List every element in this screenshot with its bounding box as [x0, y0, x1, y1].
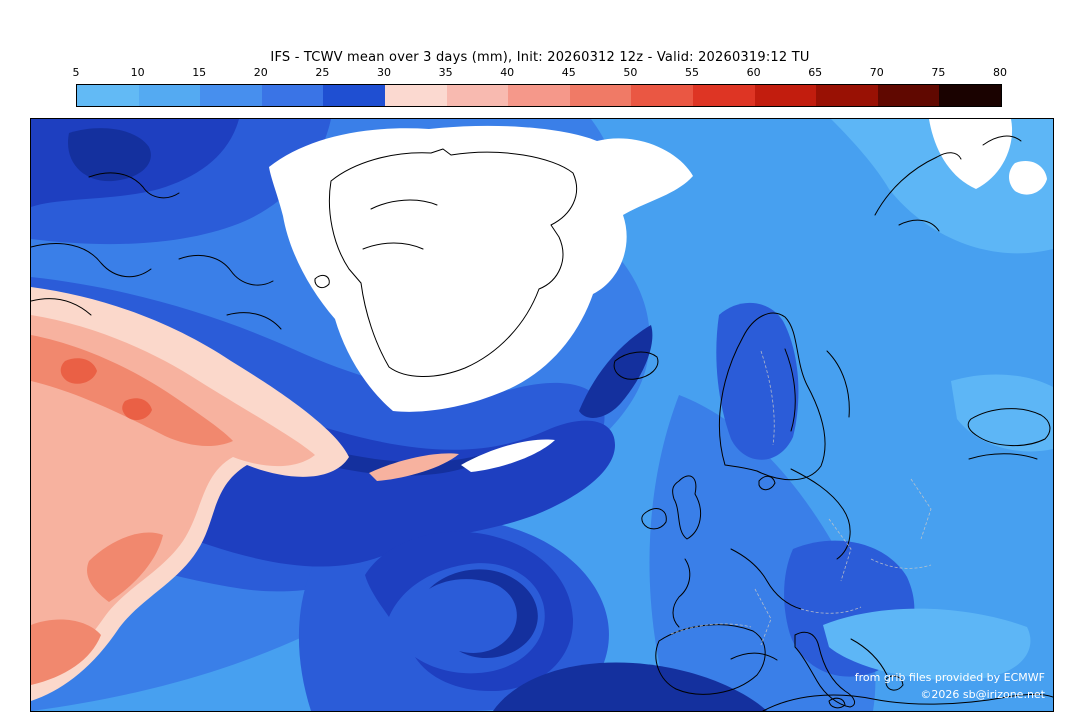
- field-pink-sliver: [369, 453, 459, 481]
- colorbar-tick-label: 75: [931, 66, 946, 79]
- coastline-north-sea: [730, 548, 802, 610]
- field-scandinavia-deep: [716, 302, 799, 460]
- field-blacksea-light: [951, 374, 1053, 452]
- coastline-iceland: [613, 351, 659, 380]
- credits: from grib files provided by ECMWF ©2026 …: [855, 669, 1045, 703]
- colorbar-segment: [877, 85, 940, 106]
- country-borders: [670, 350, 932, 646]
- coastline-adriatic: [850, 638, 888, 676]
- colorbar-tick-label: 15: [192, 66, 207, 79]
- map-title: IFS - TCWV mean over 3 days (mm), Init: …: [270, 50, 810, 65]
- colorbar-tick-label: 30: [376, 66, 391, 79]
- colorbar-segment: [816, 85, 878, 106]
- coastline-greenland-contour-1: [370, 199, 438, 210]
- border-6: [870, 558, 932, 569]
- field-pink-core-lower: [87, 532, 163, 602]
- border-4: [760, 350, 775, 446]
- coastline-france-south: [730, 652, 778, 661]
- border-1: [754, 588, 772, 646]
- field-bottom-arm-dark: [493, 662, 767, 711]
- colorbar-segment: [384, 85, 447, 106]
- colorbar-segment: [446, 85, 509, 106]
- colorbar-tick-label: 20: [253, 66, 268, 79]
- field-mediterranean-light: [823, 608, 1031, 681]
- colorbar-segments: [77, 85, 1001, 106]
- colorbar-tick-label: 70: [869, 66, 884, 79]
- field-red-spot-1: [60, 358, 97, 384]
- coastline-scandinavia: [718, 312, 826, 481]
- credits-line1: from grib files provided by ECMWF: [854, 670, 1045, 684]
- water-vapour-field: [31, 119, 1053, 711]
- credits-line2: ©2026 sb@irizone.net: [920, 687, 1045, 701]
- colorbar-segment: [939, 85, 1001, 106]
- coastline-canada-4: [226, 312, 282, 330]
- coastlines: [31, 135, 1053, 711]
- coastline-greenland: [328, 148, 578, 377]
- coastline-black-sea: [967, 408, 1051, 447]
- coastline-ireland: [641, 508, 667, 530]
- coastline-canada-3: [178, 255, 274, 286]
- coastline-north-africa: [762, 693, 1053, 711]
- coastline-uk: [672, 475, 702, 540]
- colorbar-segment: [200, 85, 262, 106]
- coastline-greece: [885, 675, 904, 691]
- colorbar-tick-label: 40: [500, 66, 515, 79]
- colorbar-segment: [754, 85, 817, 106]
- coastline-arctic-1: [874, 152, 962, 216]
- coastline-bothnia: [784, 348, 796, 432]
- colorbar-ticks: 5 10 15 20 25 30 35 40 45 50 55 60 65 70 75 80: [72, 66, 1008, 80]
- coastline-white-sea: [898, 219, 940, 232]
- field-white-sliver: [461, 439, 555, 472]
- field-greenland-dry: [269, 125, 693, 412]
- colorbar-tick-label: 65: [808, 66, 823, 79]
- colorbar-segment: [138, 85, 201, 106]
- coastline-sicily: [828, 697, 846, 709]
- colorbar-segment: [323, 85, 385, 106]
- colorbar-tick-label: 60: [746, 66, 761, 79]
- colorbar-segment: [77, 85, 139, 106]
- coastline-canada-5: [31, 298, 92, 316]
- coastline-canada-2: [88, 172, 180, 199]
- coastline-greenland-island: [314, 274, 330, 289]
- field-pink-core-bottomleft: [31, 619, 101, 685]
- colorbar-segment: [569, 85, 632, 106]
- map-panel: from grib files provided by ECMWF ©2026 …: [30, 118, 1054, 712]
- colorbar-segment: [631, 85, 693, 106]
- colorbar-tick-label: 55: [684, 66, 699, 79]
- field-topleft-dark: [68, 128, 151, 182]
- tcwv-map: [31, 119, 1053, 711]
- field-spiral-navy: [365, 531, 574, 692]
- colorbar: [76, 84, 1002, 107]
- colorbar-tick-label: 50: [623, 66, 638, 79]
- coastline-greenland-contour-2: [362, 242, 424, 250]
- border-2: [670, 623, 752, 635]
- coastline-iberia: [655, 624, 766, 695]
- coastline-italy: [794, 631, 856, 708]
- field-spiral-core-dark: [429, 569, 538, 659]
- coastline-anatolia: [968, 453, 1038, 460]
- colorbar-tick-label: 45: [561, 66, 576, 79]
- coastline-denmark: [758, 475, 776, 491]
- field-white-topright: [929, 119, 1013, 189]
- border-3: [828, 518, 852, 582]
- coastline-france-west: [672, 558, 691, 628]
- field-white-topright-small: [1009, 160, 1047, 195]
- colorbar-tick-label: 35: [438, 66, 453, 79]
- field-red-spot-2: [122, 398, 152, 421]
- coastline-novaya-zemlya: [982, 135, 1022, 146]
- border-7: [910, 478, 932, 540]
- colorbar-tick-label: 80: [993, 66, 1007, 79]
- colorbar-segment: [508, 85, 570, 106]
- border-5: [800, 606, 862, 614]
- colorbar-tick-label: 5: [72, 66, 80, 79]
- colorbar-tick-label: 10: [130, 66, 145, 79]
- colorbar-segment: [261, 85, 324, 106]
- colorbar-segment: [692, 85, 755, 106]
- colorbar-tick-label: 25: [315, 66, 330, 79]
- coastline-baltic: [790, 468, 851, 560]
- coastline-finland: [826, 350, 850, 418]
- coastline-canada-1: [31, 243, 152, 278]
